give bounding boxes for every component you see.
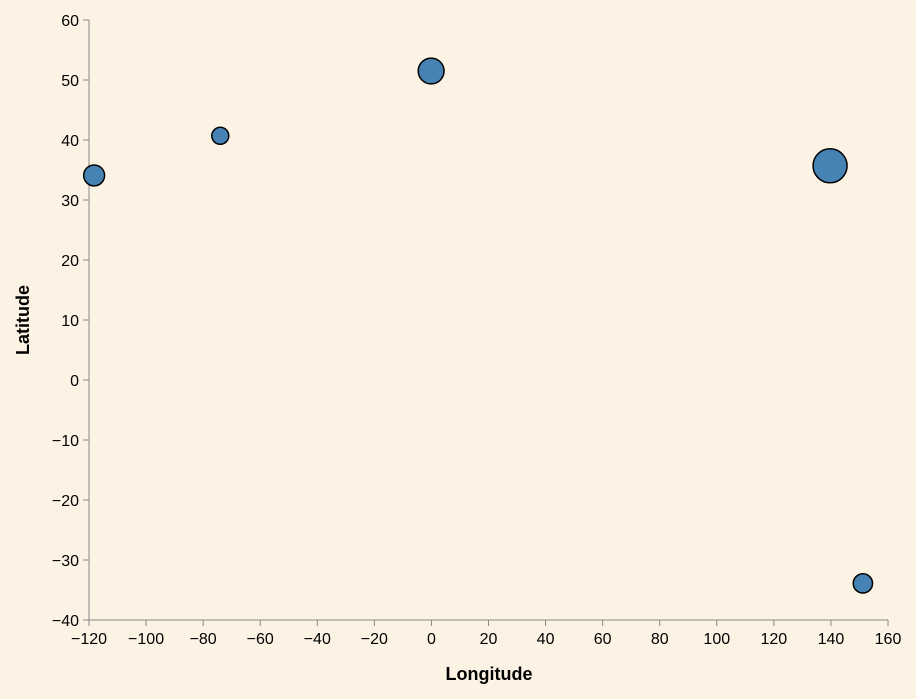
x-tick-label: −80: [190, 631, 217, 648]
y-tick-label: −30: [52, 553, 79, 570]
x-tick-label: 160: [875, 631, 902, 648]
y-tick-label: 20: [61, 253, 79, 270]
scatter-point: [211, 126, 230, 146]
y-axis-title: Latitude: [13, 285, 33, 355]
y-tick-label: 40: [61, 133, 79, 150]
y-tick-label: 0: [70, 373, 79, 390]
x-tick-label: 120: [761, 631, 788, 648]
y-axis: 60 50 40 30 20 10 0 −10 −20 −30 −40: [52, 13, 90, 630]
x-tick-label: 20: [480, 631, 498, 648]
y-tick-label: 60: [61, 13, 79, 30]
x-tick-label: −120: [71, 631, 107, 648]
scatter-point: [852, 573, 874, 594]
scatter-point: [82, 164, 106, 187]
y-tick-label: −20: [52, 493, 79, 510]
scatter-point: [417, 57, 445, 85]
y-tick-label: 30: [61, 193, 79, 210]
x-tick-label: −20: [361, 631, 388, 648]
scatter-point: [812, 148, 848, 184]
x-axis-title: Longitude: [446, 664, 533, 684]
y-tick-label: 10: [61, 313, 79, 330]
x-tick-label: 140: [818, 631, 845, 648]
x-tick-label: −60: [247, 631, 274, 648]
data-points: [82, 57, 874, 594]
x-tick-label: −100: [128, 631, 164, 648]
x-tick-label: −40: [304, 631, 331, 648]
y-tick-label: 50: [61, 73, 79, 90]
x-tick-label: 60: [594, 631, 612, 648]
y-tick-label: −10: [52, 433, 79, 450]
x-tick-label: 80: [651, 631, 669, 648]
y-tick-label: −40: [52, 613, 79, 630]
x-axis: −120 −100 −80 −60 −40 −20 0 20 40 60 80 100 120 140 16…: [71, 619, 902, 648]
x-tick-label: 100: [703, 631, 730, 648]
x-tick-label: 0: [427, 631, 436, 648]
x-tick-label: 40: [537, 631, 555, 648]
